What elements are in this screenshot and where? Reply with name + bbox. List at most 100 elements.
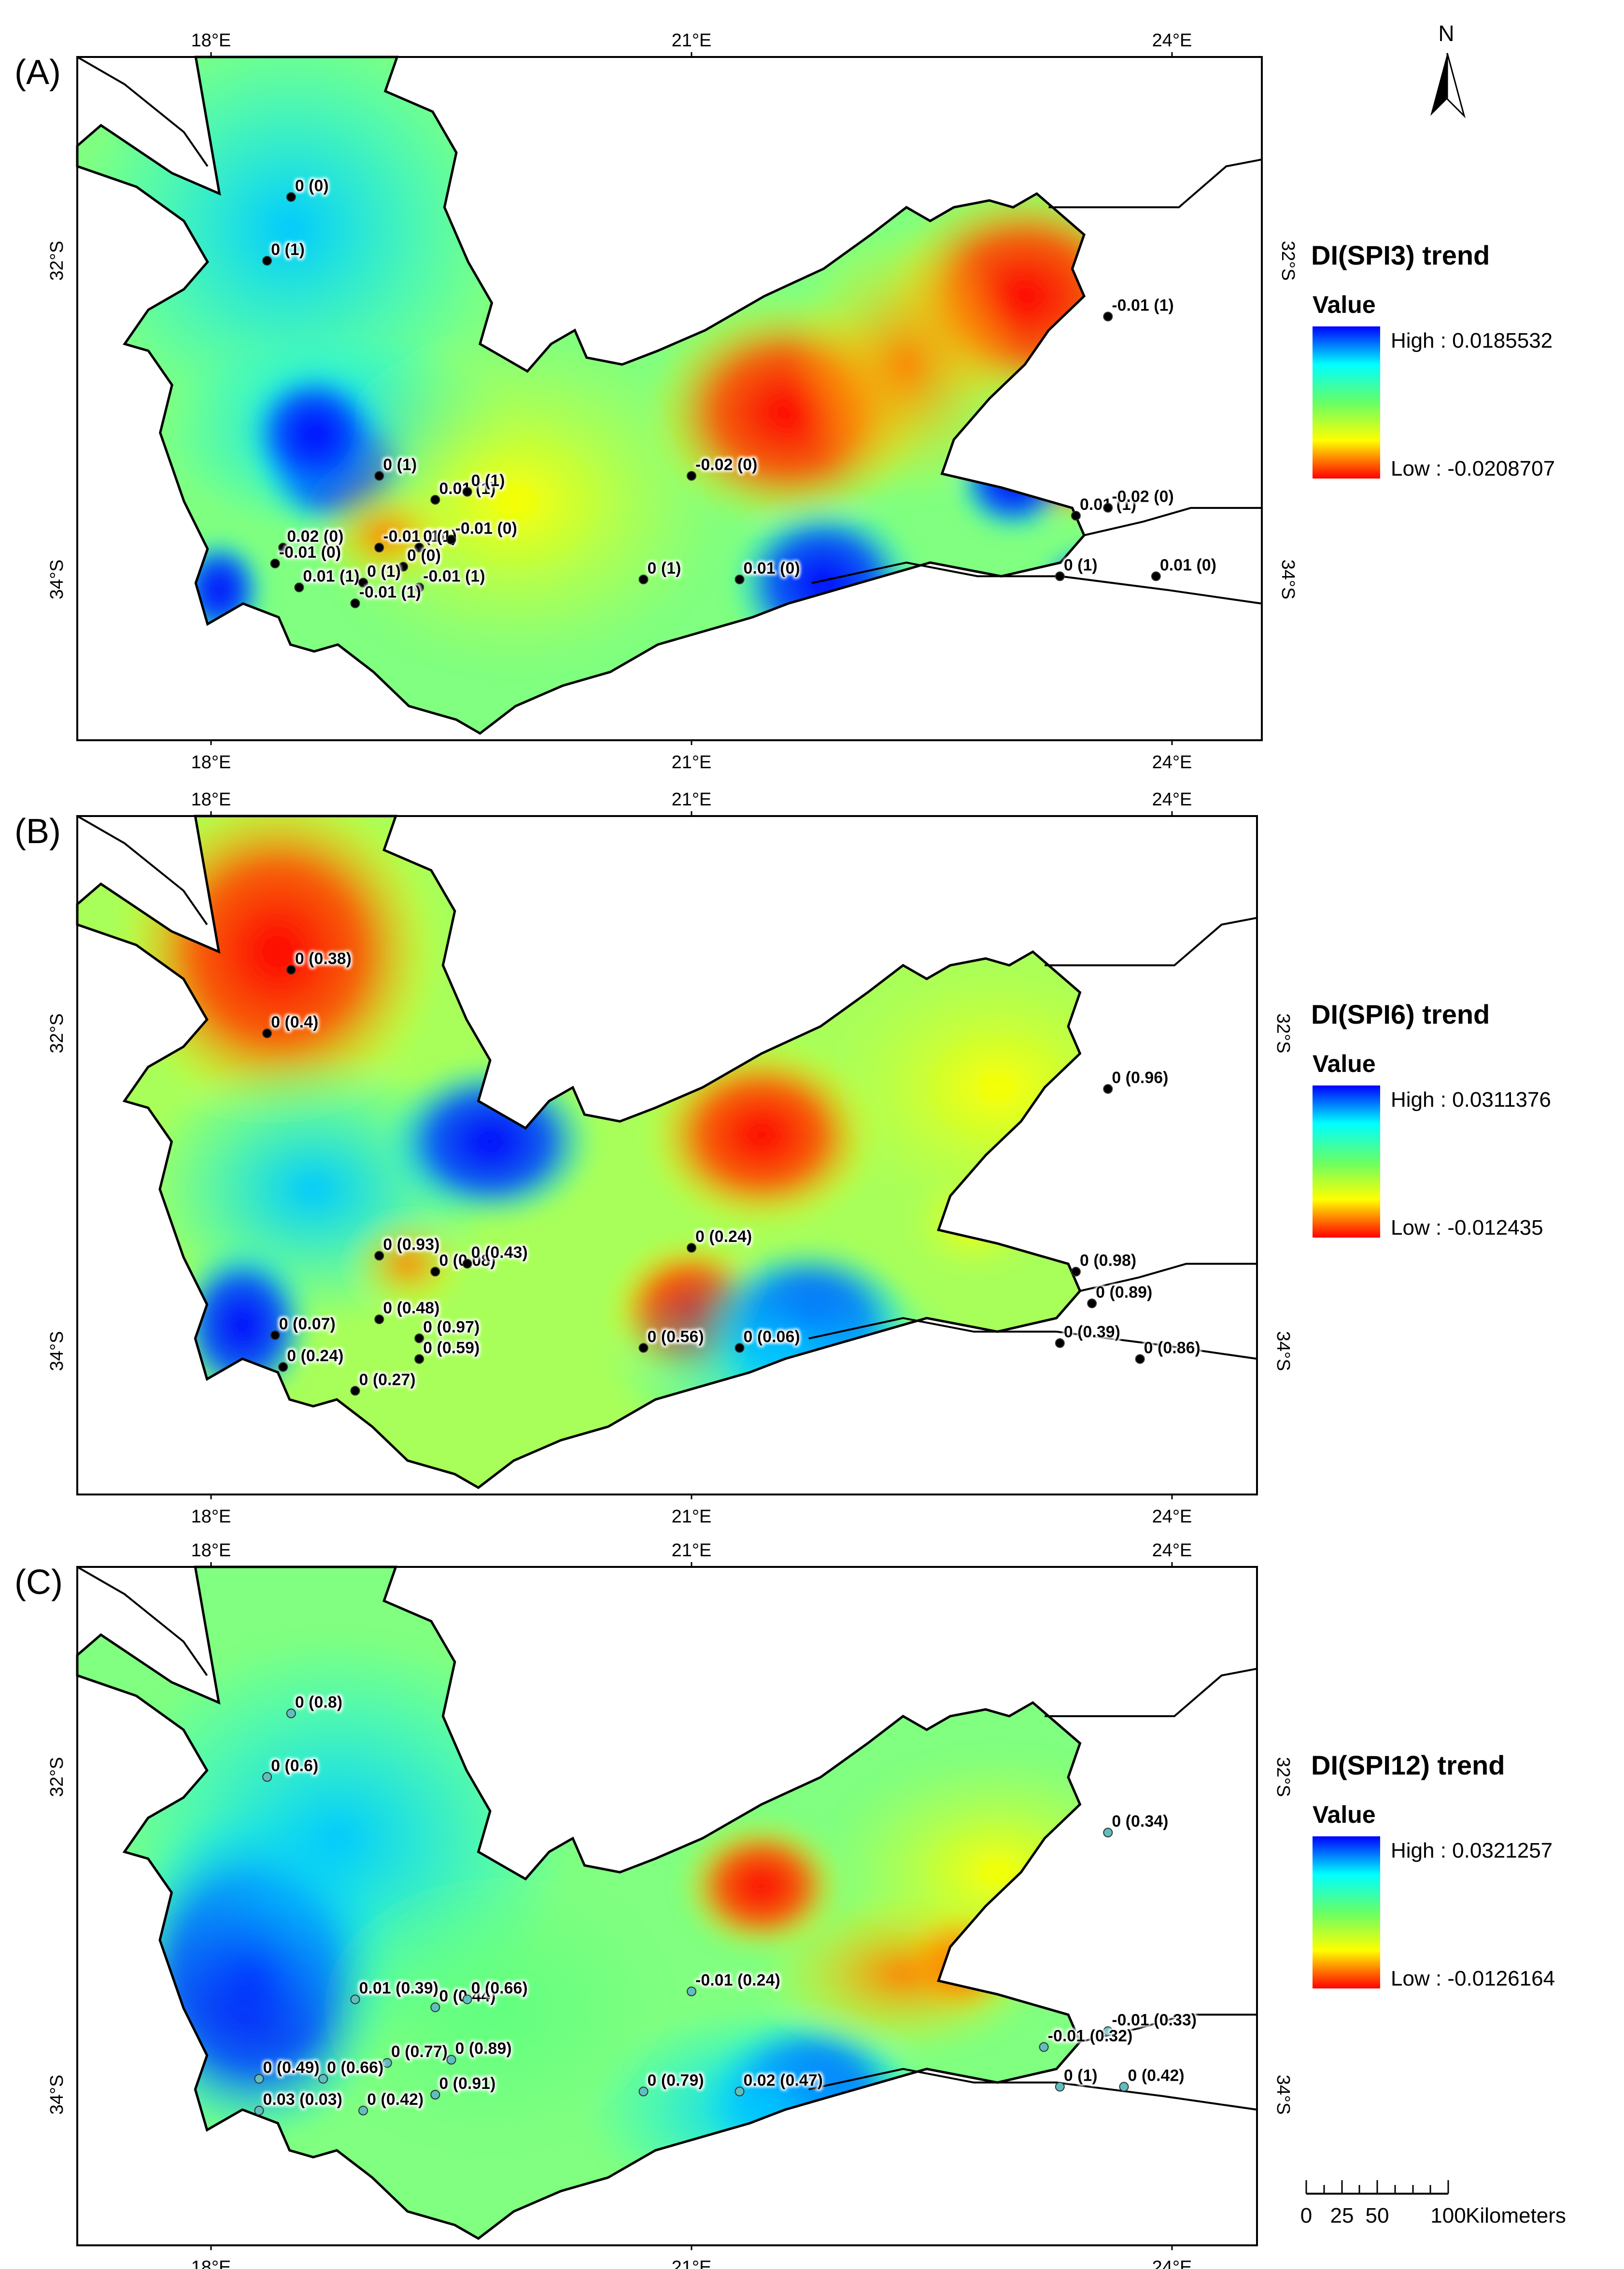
stations: 0 (0.8) 0 (0.6) 0 (0.34) -0.01 (0.24) 0.01 (… xyxy=(254,1693,1197,2115)
lon-label-bottom: 24°E xyxy=(1152,1507,1192,1527)
lon-label-top: 18°E xyxy=(191,30,231,51)
station-label: -0.01 (0.24) xyxy=(695,1971,780,1989)
legend-high: High : 0.0321257 xyxy=(1391,1839,1553,1862)
station-label: 0 (0.91) xyxy=(439,2074,495,2093)
legend-subtitle: Value xyxy=(1313,1050,1376,1077)
station-label: 0 (0.66) xyxy=(471,1979,528,1998)
station-label: 0 (1) xyxy=(648,559,681,578)
station-marker xyxy=(734,2086,745,2097)
station-marker xyxy=(462,1259,472,1269)
coastline xyxy=(808,2068,1257,2111)
legend: DI(SPI6) trend Value High : 0.0311376 Low :… xyxy=(1311,999,1551,1240)
province-border xyxy=(1048,158,1262,209)
station-label: 0 (0.56) xyxy=(648,1327,704,1346)
station-marker xyxy=(462,487,472,497)
station-marker xyxy=(1103,311,1113,322)
station-label: 0.01 (0) xyxy=(744,559,800,578)
station-label: 0 (0.86) xyxy=(1144,1339,1200,1357)
lat-label-right: 34°S xyxy=(1273,1331,1293,1371)
station-label: 0 (0.98) xyxy=(1080,1252,1136,1270)
scale-bar: 0 25 50 100 Kilometers xyxy=(1300,2180,1566,2227)
station-label: 0 (0.89) xyxy=(455,2040,512,2058)
station-marker xyxy=(1135,1354,1145,1364)
lon-label-bottom: 21°E xyxy=(672,1507,712,1527)
station-label: 0 (1) xyxy=(271,240,305,259)
station-marker xyxy=(1103,2026,1113,2036)
station-label: 0 (0.49) xyxy=(263,2058,320,2077)
station-marker xyxy=(278,1362,288,1372)
lon-label-top: 21°E xyxy=(672,1540,712,1561)
legend-colorbar xyxy=(1313,1836,1380,1988)
lat-label-right: 34°S xyxy=(1273,2075,1293,2115)
station-marker xyxy=(262,256,272,266)
station-marker xyxy=(358,578,368,588)
station-label: 0 (0) xyxy=(295,177,329,195)
station-marker xyxy=(430,2002,440,2013)
legend-high: High : 0.0311376 xyxy=(1391,1088,1551,1112)
station-label: 0 (0.97) xyxy=(423,1318,480,1337)
station-label: 0 (0.4) xyxy=(271,1013,318,1031)
station-marker xyxy=(446,535,456,545)
station-marker xyxy=(1055,2082,1065,2092)
panel-letter: (A) xyxy=(14,53,61,92)
map-panel-2: (B) 18°E 18°E 21°E 21°E 24°E 24°E 32°S 32°S 34°S 3… xyxy=(14,789,1551,1527)
legend-subtitle: Value xyxy=(1313,291,1376,318)
lon-label-top: 18°E xyxy=(191,1540,231,1561)
station-marker xyxy=(430,2090,440,2100)
station-marker xyxy=(374,543,384,552)
station-marker xyxy=(687,471,696,481)
legend-title: DI(SPI12) trend xyxy=(1311,1750,1505,1780)
lat-label-left: 32°S xyxy=(47,1757,67,1797)
station-label: 0 (0.48) xyxy=(383,1299,439,1317)
legend-subtitle: Value xyxy=(1313,1801,1376,1828)
station-label: 0 (0.93) xyxy=(383,1236,439,1254)
station-label: -0.02 (0) xyxy=(1112,488,1174,506)
lat-label-left: 32°S xyxy=(47,1014,67,1054)
station-marker xyxy=(1055,571,1065,581)
station-label: 0 (0.24) xyxy=(287,1347,343,1365)
station-marker xyxy=(1039,2042,1049,2052)
lon-label-top: 24°E xyxy=(1152,1540,1192,1561)
station-marker xyxy=(350,598,360,608)
coastline xyxy=(77,1566,208,1676)
station-label: 0 (0.96) xyxy=(1112,1069,1168,1087)
station-label: 0.02 (0.47) xyxy=(744,2071,823,2089)
panels: (A) 18°E 18°E 21°E 21°E 24°E 24°E 32°S 32°S 34°S 3… xyxy=(14,30,1555,2269)
lon-label-top: 18°E xyxy=(191,789,231,810)
station-marker xyxy=(1071,1267,1081,1277)
station-marker xyxy=(286,192,296,202)
station-label: 0 (0.07) xyxy=(279,1315,336,1333)
lon-label-top: 24°E xyxy=(1152,30,1192,51)
lat-label-right: 32°S xyxy=(1273,1014,1293,1054)
map-panel-1: (A) 18°E 18°E 21°E 21°E 24°E 24°E 32°S 32°S 34°S 3… xyxy=(14,30,1555,773)
stations: 0 (0) 0 (1) -0.01 (1) -0.02 (0) 0 (1) 0.01 (1… xyxy=(262,177,1216,608)
station-marker xyxy=(270,559,280,568)
station-label: 0 (0.42) xyxy=(367,2090,424,2109)
station-marker xyxy=(262,1029,272,1038)
station-marker xyxy=(398,562,408,572)
station-label: 0 (1) xyxy=(471,472,505,490)
station-marker xyxy=(1055,1338,1065,1348)
coastline xyxy=(77,815,208,925)
lat-label-left: 34°S xyxy=(47,560,67,600)
legend-high: High : 0.0185532 xyxy=(1391,329,1553,352)
scale-tick-100: 100 xyxy=(1430,2204,1466,2227)
station-marker xyxy=(1087,1298,1097,1309)
station-label: 0 (0.39) xyxy=(1064,1323,1120,1341)
legend-low: Low : -0.012435 xyxy=(1391,1216,1543,1240)
station-label: 0 (1) xyxy=(383,456,417,474)
station-marker xyxy=(1103,503,1113,513)
scale-unit: Kilometers xyxy=(1466,2204,1566,2227)
station-label: -0.01 (1) xyxy=(1112,296,1174,315)
station-label: 0.01 (1) xyxy=(303,567,359,586)
lon-label-top: 21°E xyxy=(672,789,712,810)
station-label: 0 (0.38) xyxy=(295,949,352,968)
station-marker xyxy=(687,1987,696,1997)
station-label: 0 (0.42) xyxy=(1128,2067,1185,2085)
lat-label-right: 34°S xyxy=(1278,560,1298,600)
station-marker xyxy=(374,471,384,481)
station-label: 0 (0.77) xyxy=(391,2043,448,2061)
station-label: -0.01 (1) xyxy=(383,527,445,546)
station-marker xyxy=(1151,571,1161,581)
station-marker xyxy=(1119,2082,1129,2092)
